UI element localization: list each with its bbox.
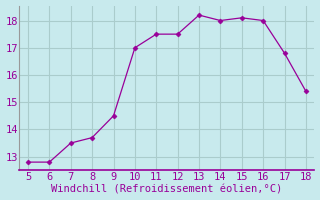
X-axis label: Windchill (Refroidissement éolien,°C): Windchill (Refroidissement éolien,°C) bbox=[51, 184, 283, 194]
